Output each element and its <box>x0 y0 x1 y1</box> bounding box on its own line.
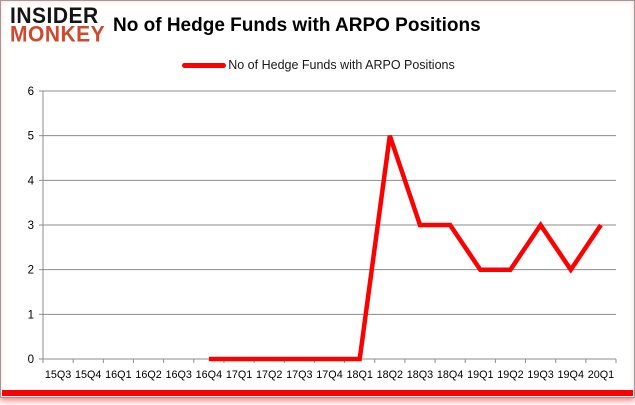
svg-text:18Q1: 18Q1 <box>346 369 372 381</box>
svg-text:5: 5 <box>28 131 34 143</box>
svg-text:16Q1: 16Q1 <box>105 369 131 381</box>
card-bottom-accent <box>2 390 633 396</box>
legend-label: No of Hedge Funds with ARPO Positions <box>228 58 455 72</box>
svg-text:16Q2: 16Q2 <box>135 369 161 381</box>
chart-title: No of Hedge Funds with ARPO Positions <box>113 15 481 36</box>
svg-text:15Q3: 15Q3 <box>45 369 71 381</box>
svg-text:17Q1: 17Q1 <box>226 369 252 381</box>
svg-text:19Q2: 19Q2 <box>497 369 523 381</box>
logo-line-insider: INSIDER <box>10 3 99 29</box>
svg-text:2: 2 <box>28 265 34 277</box>
legend: No of Hedge Funds with ARPO Positions <box>1 58 635 72</box>
svg-text:4: 4 <box>28 175 35 187</box>
svg-text:16Q3: 16Q3 <box>165 369 191 381</box>
svg-text:3: 3 <box>28 220 34 232</box>
svg-text:15Q4: 15Q4 <box>75 369 101 381</box>
svg-text:1: 1 <box>28 309 34 321</box>
svg-text:19Q3: 19Q3 <box>527 369 553 381</box>
svg-text:16Q4: 16Q4 <box>196 369 222 381</box>
svg-text:6: 6 <box>28 86 34 98</box>
svg-text:18Q2: 18Q2 <box>377 369 403 381</box>
svg-text:17Q4: 17Q4 <box>316 369 342 381</box>
logo-line-monkey: MONKEY <box>10 22 106 48</box>
line-chart-plot-area: 0 1 2 3 4 5 6 15Q3 15Q4 16Q1 16Q2 16Q3 16Q4 17Q1 17Q2 1… <box>28 86 617 381</box>
svg-text:19Q4: 19Q4 <box>558 369 584 381</box>
svg-text:18Q4: 18Q4 <box>437 369 463 381</box>
insider-monkey-logo: INSIDER MONKEY <box>10 3 106 48</box>
svg-text:20Q1: 20Q1 <box>588 369 614 381</box>
svg-text:0: 0 <box>28 354 34 366</box>
svg-text:17Q2: 17Q2 <box>256 369 282 381</box>
svg-text:18Q3: 18Q3 <box>407 369 433 381</box>
svg-text:19Q1: 19Q1 <box>467 369 493 381</box>
legend-line-swatch-icon <box>182 62 227 68</box>
svg-text:17Q3: 17Q3 <box>286 369 312 381</box>
